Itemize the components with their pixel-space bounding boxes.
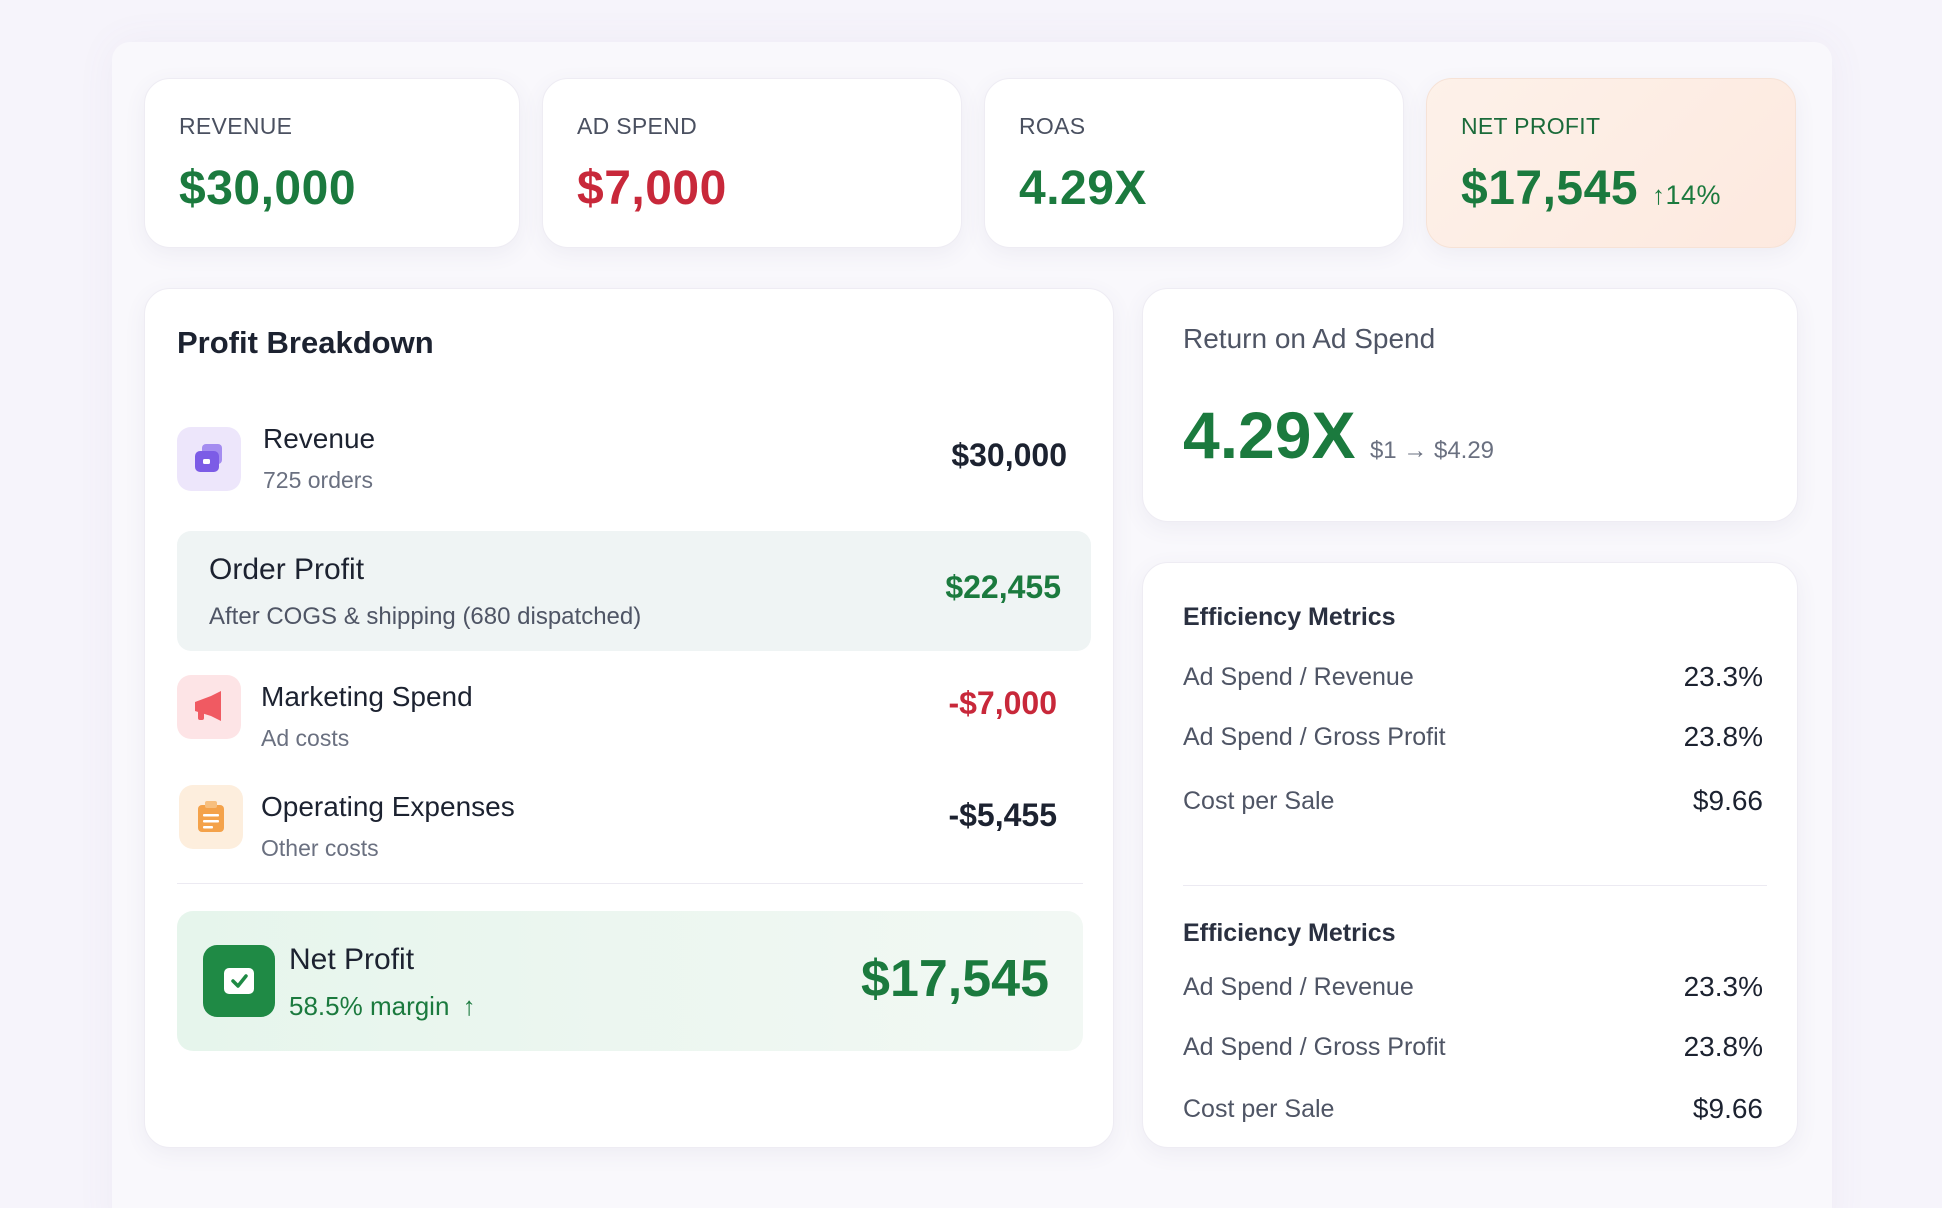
row-title: Net Profit [289, 943, 415, 976]
row-subtitle: Ad costs [261, 725, 350, 751]
row-title: Marketing Spend [261, 681, 473, 712]
kpi-value: $7,000 [577, 162, 727, 215]
check-icon [203, 945, 275, 1017]
kpi-card-revenue: REVENUE $30,000 [144, 78, 520, 248]
efficiency-title: Efficiency Metrics [1183, 919, 1396, 947]
kpi-label: REVENUE [179, 113, 293, 139]
kpi-card-ad-spend: AD SPEND $7,000 [542, 78, 962, 248]
kpi-label: NET PROFIT [1461, 113, 1601, 139]
kpi-label: ROAS [1019, 113, 1086, 139]
card-title: Return on Ad Spend [1183, 323, 1436, 354]
efficiency-card: Efficiency Metrics Ad Spend / Revenue 23… [1142, 562, 1798, 1148]
roas-card: Return on Ad Spend 4.29X $1 → $4.29 [1142, 288, 1798, 522]
kpi-value: $17,545 [1461, 162, 1639, 215]
section-title: Profit Breakdown [177, 325, 434, 360]
order-profit-row: Order Profit After COGS & shipping (680 … [177, 531, 1091, 651]
metric-value: 23.8% [1683, 721, 1763, 752]
metric-label: Ad Spend / Revenue [1183, 973, 1414, 1001]
metric-label: Cost per Sale [1183, 787, 1335, 815]
kpi-card-net-profit: NET PROFIT $17,545 ↑14% [1426, 78, 1796, 248]
arrow-up-icon: ↑ [462, 991, 476, 1021]
row-value: -$5,455 [948, 797, 1057, 833]
row-title: Revenue [263, 423, 376, 454]
row-subtitle: 725 orders [263, 467, 373, 493]
margin-row: 58.5% margin ↑ [289, 991, 476, 1022]
metric-value: $9.66 [1692, 785, 1763, 816]
change-badge: ↑14% [1652, 180, 1721, 210]
metric-label: Ad Spend / Gross Profit [1183, 1033, 1446, 1061]
kpi-label: AD SPEND [577, 113, 697, 139]
metric-label: Ad Spend / Gross Profit [1183, 723, 1446, 751]
roas-subtext: $1 → $4.29 [1369, 437, 1495, 464]
metric-value: 23.3% [1683, 661, 1763, 692]
kpi-value-row: $17,545 ↑14% [1461, 161, 1721, 216]
metric-value: $9.66 [1692, 1093, 1763, 1124]
megaphone-icon [177, 675, 241, 739]
efficiency-title: Efficiency Metrics [1183, 603, 1396, 631]
roas-value: 4.29X [1183, 398, 1356, 472]
profit-breakdown-card: Profit Breakdown Revenue 725 orders $30,… [144, 288, 1114, 1148]
row-title: Order Profit [209, 553, 365, 586]
row-subtitle: After COGS & shipping (680 dispatched) [209, 603, 642, 630]
net-profit-row: Net Profit 58.5% margin ↑ $17,545 [177, 911, 1083, 1051]
kpi-value: 4.29X [1019, 162, 1147, 215]
divider [1183, 885, 1767, 886]
kpi-value: $30,000 [179, 162, 357, 215]
metric-label: Ad Spend / Revenue [1183, 663, 1414, 691]
change-value: 14% [1665, 180, 1722, 210]
wallet-icon [177, 427, 241, 491]
row-value: $30,000 [951, 437, 1067, 473]
row-title: Operating Expenses [261, 791, 515, 822]
metric-value: 23.8% [1683, 1031, 1763, 1062]
roas-value-row: 4.29X $1 → $4.29 [1183, 397, 1494, 473]
row-value: -$7,000 [948, 685, 1057, 721]
clipboard-icon [179, 785, 243, 849]
kpi-card-roas: ROAS 4.29X [984, 78, 1404, 248]
margin-text: 58.5% margin [289, 991, 450, 1021]
divider [177, 883, 1083, 884]
metric-value: 23.3% [1683, 971, 1763, 1002]
metric-label: Cost per Sale [1183, 1095, 1335, 1123]
row-subtitle: Other costs [261, 835, 379, 861]
row-value: $17,545 [861, 950, 1049, 1008]
arrow-up-icon: ↑ [1652, 180, 1666, 210]
row-value: $22,455 [945, 569, 1061, 605]
